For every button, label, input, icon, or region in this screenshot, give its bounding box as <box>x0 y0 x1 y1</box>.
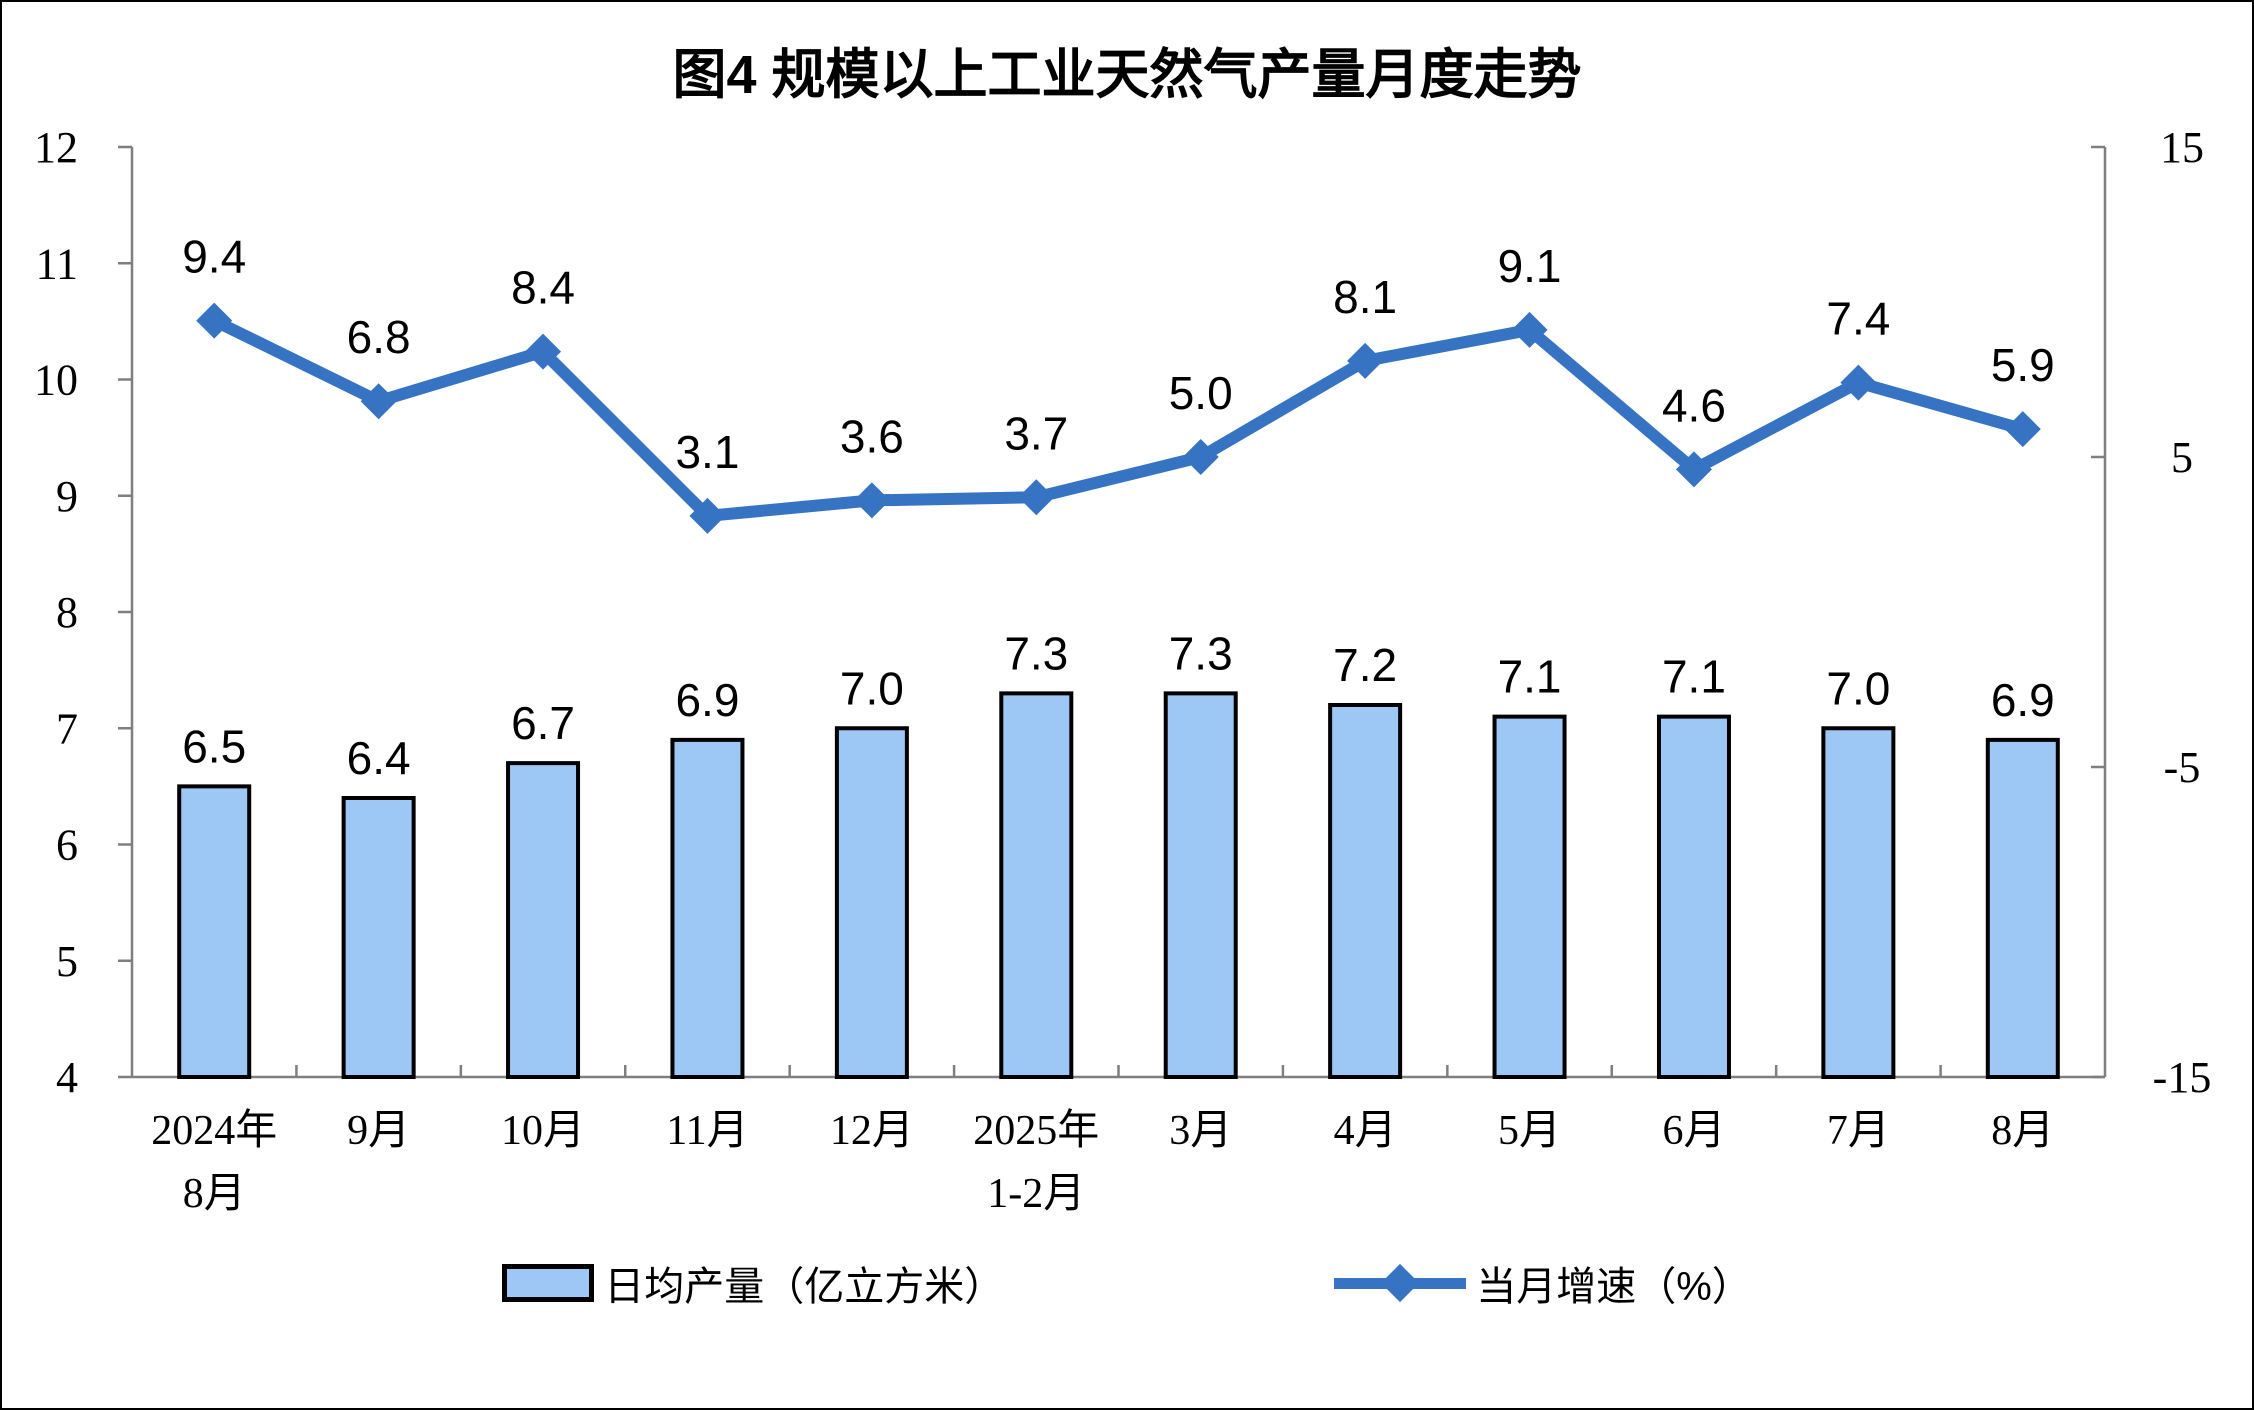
right-axis-tick-label: 5 <box>2171 433 2193 482</box>
left-axis-tick-label: 11 <box>36 239 78 288</box>
bar-11 <box>1985 737 2060 1079</box>
growth-value-label-3: 3.1 <box>675 426 739 478</box>
growth-marker-11 <box>2004 411 2041 448</box>
x-category-label-3: 11月 <box>666 1108 748 1154</box>
x-category-label-10: 7月 <box>1827 1108 1890 1154</box>
bar-value-label-0: 6.5 <box>182 720 246 772</box>
growth-value-label-4: 3.6 <box>840 410 904 462</box>
growth-marker-2 <box>525 333 562 370</box>
right-axis-tick-label: -5 <box>2164 743 2201 792</box>
growth-value-label-2: 8.4 <box>511 262 575 314</box>
right-axis-tick-label: 15 <box>2160 123 2204 172</box>
bar-value-label-5: 7.3 <box>1004 627 1068 679</box>
growth-marker-8 <box>1511 311 1548 348</box>
bar-0 <box>177 784 252 1079</box>
bar-value-label-8: 7.1 <box>1498 651 1562 703</box>
bar-value-label-1: 6.4 <box>347 732 411 784</box>
x-category-label-0: 2024年 <box>151 1107 277 1154</box>
bar-value-label-2: 6.7 <box>511 697 575 749</box>
bar-value-label-6: 7.3 <box>1169 627 1233 679</box>
x-category-label-0-line2: 8月 <box>183 1171 246 1217</box>
x-category-label-11: 8月 <box>1991 1108 2054 1154</box>
growth-marker-7 <box>1347 342 1384 379</box>
left-axis-tick-label: 7 <box>56 704 78 753</box>
bar-4 <box>834 726 909 1079</box>
growth-value-label-8: 9.1 <box>1498 240 1562 292</box>
bar-8 <box>1492 714 1567 1079</box>
bar-value-label-11: 6.9 <box>1991 674 2055 726</box>
left-axis-tick-label: 4 <box>56 1053 78 1102</box>
left-axis-tick-label: 6 <box>56 821 78 870</box>
right-axis-tick-label: -15 <box>2153 1053 2212 1102</box>
growth-marker-1 <box>360 383 397 420</box>
growth-value-label-1: 6.8 <box>347 311 411 363</box>
legend-item-line-series: 当月增速（%） <box>1334 1254 1752 1312</box>
bar-value-label-3: 6.9 <box>675 674 739 726</box>
x-category-label-9: 6月 <box>1662 1108 1725 1154</box>
growth-value-label-7: 8.1 <box>1333 271 1397 323</box>
left-axis-tick-label: 8 <box>56 588 78 637</box>
x-category-label-7: 4月 <box>1334 1108 1397 1154</box>
bar-value-label-9: 7.1 <box>1662 651 1726 703</box>
x-category-label-4: 12月 <box>830 1108 914 1154</box>
growth-value-label-9: 4.6 <box>1662 379 1726 431</box>
legend-item-bar-series: 日均产量（亿立方米） <box>502 1254 1004 1312</box>
line-series-swatch-icon <box>1334 1263 1467 1303</box>
bar-7 <box>1328 703 1403 1079</box>
x-category-label-1: 9月 <box>347 1108 410 1154</box>
growth-value-label-10: 7.4 <box>1826 293 1890 345</box>
bar-10 <box>1821 726 1896 1079</box>
x-category-label-6: 3月 <box>1169 1108 1232 1154</box>
growth-marker-9 <box>1675 451 1712 488</box>
diamond-marker-icon <box>1381 1263 1420 1303</box>
left-axis-tick-label: 5 <box>56 937 78 986</box>
left-axis-tick-label: 10 <box>34 356 78 405</box>
x-category-label-8: 5月 <box>1498 1108 1561 1154</box>
bar-3 <box>670 737 745 1079</box>
bar-1 <box>341 796 416 1079</box>
bar-5 <box>999 691 1074 1079</box>
x-category-label-2: 10月 <box>501 1108 585 1154</box>
chart-title: 图4 规模以上工业天然气产量月度走势 <box>672 45 1582 105</box>
growth-marker-10 <box>1840 364 1877 401</box>
growth-value-label-11: 5.9 <box>1991 339 2055 391</box>
bar-value-label-4: 7.0 <box>840 662 904 714</box>
bar-6 <box>1163 691 1238 1079</box>
growth-marker-3 <box>689 497 726 534</box>
line-series-legend-label: 当月增速（%） <box>1476 1265 1752 1309</box>
growth-marker-4 <box>853 482 890 519</box>
bar-value-label-7: 7.2 <box>1333 639 1397 691</box>
growth-value-label-6: 5.0 <box>1169 367 1233 419</box>
growth-marker-0 <box>196 302 233 339</box>
growth-marker-5 <box>1018 479 1055 516</box>
left-axis-tick-label: 9 <box>56 472 78 521</box>
x-category-label-5-line2: 1-2月 <box>987 1171 1085 1217</box>
bar-9 <box>1656 714 1731 1079</box>
growth-value-label-5: 3.7 <box>1004 407 1068 459</box>
bar-series-legend-label: 日均产量（亿立方米） <box>604 1265 1005 1309</box>
growth-marker-6 <box>1182 439 1219 475</box>
left-axis-tick-label: 12 <box>34 123 78 172</box>
bar-value-label-10: 7.0 <box>1826 662 1890 714</box>
growth-line <box>208 314 2029 522</box>
bar-series-swatch-icon <box>502 1264 595 1302</box>
growth-value-label-0: 9.4 <box>182 231 246 283</box>
x-category-label-5: 2025年 <box>973 1107 1099 1154</box>
bar-2 <box>506 761 581 1079</box>
legend: 日均产量（亿立方米） 当月增速（%） <box>2 1254 2252 1312</box>
